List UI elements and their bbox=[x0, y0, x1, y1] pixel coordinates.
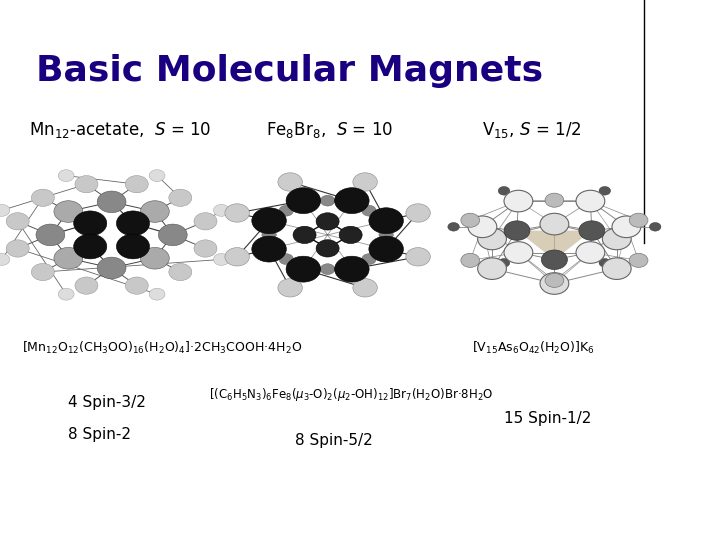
Circle shape bbox=[629, 253, 648, 267]
Circle shape bbox=[545, 193, 564, 207]
Circle shape bbox=[293, 226, 316, 244]
Circle shape bbox=[576, 190, 605, 212]
Circle shape bbox=[576, 242, 605, 264]
Circle shape bbox=[379, 230, 393, 240]
Text: 4 Spin-3/2: 4 Spin-3/2 bbox=[68, 395, 146, 410]
Circle shape bbox=[461, 253, 480, 267]
Circle shape bbox=[140, 247, 169, 269]
Circle shape bbox=[448, 222, 459, 231]
Circle shape bbox=[75, 176, 98, 193]
Circle shape bbox=[353, 173, 377, 191]
Text: [(C$_6$H$_5$N$_3$)$_6$Fe$_8$($\mu_3$-O)$_2$($\mu_2$-OH)$_{12}$]Br$_7$(H$_2$O)Br·: [(C$_6$H$_5$N$_3$)$_6$Fe$_8$($\mu_3$-O)$… bbox=[209, 386, 493, 403]
Circle shape bbox=[361, 205, 376, 216]
Circle shape bbox=[158, 224, 187, 246]
Circle shape bbox=[320, 195, 335, 206]
Circle shape bbox=[213, 205, 229, 217]
Circle shape bbox=[73, 234, 107, 259]
Text: Basic Molecular Magnets: Basic Molecular Magnets bbox=[36, 54, 543, 88]
Circle shape bbox=[278, 173, 302, 191]
Circle shape bbox=[117, 211, 150, 236]
Circle shape bbox=[498, 259, 510, 267]
Circle shape bbox=[504, 190, 533, 212]
Circle shape bbox=[73, 211, 107, 236]
Circle shape bbox=[477, 258, 506, 280]
Circle shape bbox=[369, 236, 403, 262]
Circle shape bbox=[353, 279, 377, 297]
Circle shape bbox=[6, 240, 30, 257]
Circle shape bbox=[58, 170, 74, 181]
Circle shape bbox=[468, 216, 497, 238]
Circle shape bbox=[54, 201, 83, 222]
Circle shape bbox=[279, 205, 294, 216]
Circle shape bbox=[599, 259, 611, 267]
Circle shape bbox=[603, 258, 631, 280]
Circle shape bbox=[225, 248, 249, 266]
Circle shape bbox=[36, 224, 65, 246]
Circle shape bbox=[140, 201, 169, 222]
Circle shape bbox=[406, 204, 431, 222]
Circle shape bbox=[545, 273, 564, 287]
Circle shape bbox=[225, 204, 249, 222]
Circle shape bbox=[579, 221, 605, 240]
Circle shape bbox=[504, 221, 530, 240]
Circle shape bbox=[58, 288, 74, 300]
Circle shape bbox=[498, 186, 510, 195]
Circle shape bbox=[541, 250, 567, 269]
Circle shape bbox=[406, 248, 431, 266]
Circle shape bbox=[97, 191, 126, 213]
Circle shape bbox=[649, 222, 661, 231]
Circle shape bbox=[279, 254, 294, 265]
Circle shape bbox=[168, 264, 192, 281]
Circle shape bbox=[461, 213, 480, 227]
Circle shape bbox=[286, 188, 320, 214]
Circle shape bbox=[540, 213, 569, 235]
Circle shape bbox=[149, 170, 165, 181]
Circle shape bbox=[97, 257, 126, 279]
Text: Mn$_{12}$-acetate,  $S$ = 10: Mn$_{12}$-acetate, $S$ = 10 bbox=[29, 119, 211, 140]
Circle shape bbox=[612, 216, 641, 238]
Circle shape bbox=[369, 208, 403, 234]
Circle shape bbox=[0, 205, 10, 217]
Circle shape bbox=[168, 189, 192, 206]
Circle shape bbox=[335, 188, 369, 214]
Circle shape bbox=[194, 240, 217, 257]
Circle shape bbox=[603, 228, 631, 249]
Circle shape bbox=[361, 254, 376, 265]
Polygon shape bbox=[517, 231, 592, 260]
Circle shape bbox=[117, 234, 150, 259]
Circle shape bbox=[252, 208, 287, 234]
Text: 8 Spin-2: 8 Spin-2 bbox=[68, 427, 132, 442]
Circle shape bbox=[599, 186, 611, 195]
Circle shape bbox=[286, 256, 320, 282]
Circle shape bbox=[540, 273, 569, 294]
Text: [Mn$_{12}$O$_{12}$(CH$_3$OO)$_{16}$(H$_2$O)$_4$]·2CH$_3$COOH·4H$_2$O: [Mn$_{12}$O$_{12}$(CH$_3$OO)$_{16}$(H$_2… bbox=[22, 340, 302, 356]
Circle shape bbox=[125, 176, 148, 193]
Circle shape bbox=[32, 189, 55, 206]
Text: V$_{15}$, $S$ = 1/2: V$_{15}$, $S$ = 1/2 bbox=[482, 119, 582, 140]
Text: [V$_{15}$As$_6$O$_{42}$(H$_2$O)]K$_6$: [V$_{15}$As$_6$O$_{42}$(H$_2$O)]K$_6$ bbox=[472, 340, 595, 356]
Circle shape bbox=[149, 288, 165, 300]
Text: 8 Spin-5/2: 8 Spin-5/2 bbox=[295, 433, 373, 448]
Circle shape bbox=[32, 264, 55, 281]
Circle shape bbox=[320, 264, 335, 274]
Circle shape bbox=[339, 226, 362, 244]
Circle shape bbox=[213, 253, 229, 265]
Text: Fe$_8$Br$_8$,  $S$ = 10: Fe$_8$Br$_8$, $S$ = 10 bbox=[266, 119, 394, 140]
Circle shape bbox=[125, 277, 148, 294]
Circle shape bbox=[6, 213, 30, 230]
Circle shape bbox=[262, 230, 276, 240]
Circle shape bbox=[252, 236, 287, 262]
Circle shape bbox=[0, 253, 10, 265]
Circle shape bbox=[477, 228, 506, 249]
Circle shape bbox=[75, 277, 98, 294]
Circle shape bbox=[278, 279, 302, 297]
Circle shape bbox=[335, 256, 369, 282]
Circle shape bbox=[194, 213, 217, 230]
Circle shape bbox=[316, 213, 339, 230]
Circle shape bbox=[54, 247, 83, 269]
Circle shape bbox=[316, 240, 339, 257]
Text: 15 Spin-1/2: 15 Spin-1/2 bbox=[504, 411, 591, 426]
Circle shape bbox=[504, 242, 533, 264]
Circle shape bbox=[629, 213, 648, 227]
